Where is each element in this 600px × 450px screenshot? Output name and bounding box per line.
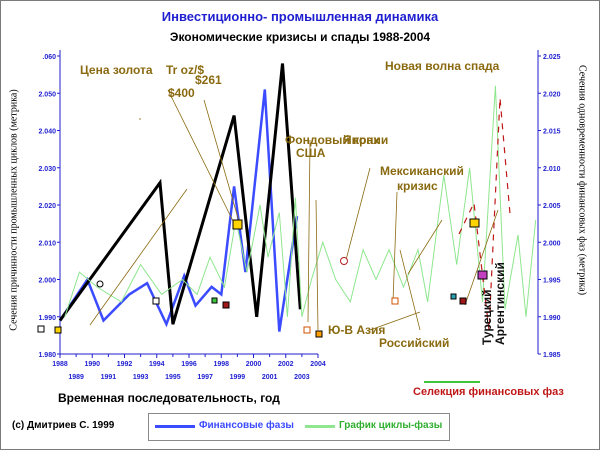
y-right-tick-label: 2.000 bbox=[543, 240, 561, 247]
marker-1989 bbox=[54, 326, 62, 334]
marker-1990 bbox=[96, 280, 104, 288]
marker-argentina bbox=[477, 270, 488, 280]
chart-subtitle: Экономические кризисы и спады 1988-2004 bbox=[169, 30, 431, 44]
series-line-cycles bbox=[64, 85, 537, 317]
series-line-industrial bbox=[58, 63, 302, 325]
annotation-text: Фондовый крах bbox=[285, 133, 380, 147]
annotation-leader bbox=[89, 188, 188, 326]
legend-label-financial: Финансовые фазы bbox=[199, 420, 294, 431]
annotation-text: Мексиканский bbox=[380, 164, 464, 178]
annotation-text: Новая волна спада bbox=[385, 59, 500, 73]
x-tick-label-bottom: 1995 bbox=[165, 374, 181, 381]
series-line-financial bbox=[58, 89, 299, 332]
y-left-tick-label: 2.030 bbox=[38, 166, 56, 173]
annotation-leader bbox=[399, 249, 421, 331]
y-right-tick-label: 1.990 bbox=[543, 315, 561, 322]
x-tick-label-top: 1992 bbox=[117, 361, 133, 368]
y-right-tick-label: 2.020 bbox=[543, 91, 561, 98]
annotation-text: США bbox=[296, 146, 326, 160]
y-left-tick-label: .060 bbox=[42, 54, 56, 61]
legend: Финансовые фазы График циклы-фазы bbox=[148, 413, 450, 441]
y-left-tick-label: 1.990 bbox=[38, 315, 56, 322]
annotation-text: Российский bbox=[379, 336, 449, 350]
annotation-text: Ю-В Азия bbox=[328, 323, 385, 337]
annotation-text: Tr oz/$ bbox=[166, 63, 204, 77]
marker-gold-400 bbox=[232, 219, 243, 230]
annotation-leader bbox=[345, 167, 371, 261]
x-tick-label-top: 1994 bbox=[149, 361, 165, 368]
x-tick-label-bottom: 1991 bbox=[101, 374, 117, 381]
x-tick-label-top: 1998 bbox=[213, 361, 229, 368]
x-tick-label-bottom: 1997 bbox=[197, 374, 213, 381]
y-left-tick-label: 2.040 bbox=[38, 129, 56, 136]
marker-1998 bbox=[211, 297, 218, 304]
selection-legend-swatch bbox=[424, 381, 480, 383]
annotation-text: $400 bbox=[168, 86, 195, 100]
y-right-tick-label: 2.015 bbox=[543, 129, 561, 136]
chart-title: Инвестиционно- промышленная динамика bbox=[161, 9, 439, 24]
y-left-tick-label: 2.010 bbox=[38, 240, 56, 247]
y-left-tick-label: 2.000 bbox=[38, 278, 56, 285]
annotation-leader bbox=[167, 89, 236, 226]
annotation-text: Цена золота bbox=[80, 63, 153, 77]
x-tick-label-bottom: 1999 bbox=[230, 374, 246, 381]
marker-russia-a bbox=[450, 293, 457, 300]
x-tick-label-top: 2002 bbox=[278, 361, 294, 368]
annotation-leader bbox=[307, 139, 311, 323]
y-right-tick-label: 1.995 bbox=[543, 278, 561, 285]
legend-swatch-financial bbox=[155, 425, 195, 428]
marker-turkey bbox=[469, 218, 480, 228]
annotation-text: Турецкий bbox=[480, 289, 494, 345]
x-tick-label-top: 2004 bbox=[310, 361, 326, 368]
selection-dashes bbox=[458, 97, 511, 331]
y-right-tick-label: 2.005 bbox=[543, 203, 561, 210]
annotation-leader bbox=[369, 311, 421, 331]
y-left-tick-label: 2.050 bbox=[38, 91, 56, 98]
x-tick-label-bottom: 2003 bbox=[294, 374, 310, 381]
annotation-text: Аргентинский bbox=[493, 262, 507, 345]
marker-japan bbox=[340, 257, 348, 265]
x-axis-label: Временная последовательность, год bbox=[58, 391, 280, 405]
x-tick-label-top: 2000 bbox=[246, 361, 262, 368]
selection-legend-label: Селекция финансовых фаз bbox=[413, 386, 564, 398]
annotation-text: Японии bbox=[343, 133, 388, 147]
marker-russia-b bbox=[459, 297, 467, 305]
marker-asia bbox=[315, 330, 323, 338]
x-tick-label-bottom: 1993 bbox=[133, 374, 149, 381]
x-tick-label-top: 1988 bbox=[52, 361, 68, 368]
y-right-tick-label: 2.025 bbox=[543, 54, 561, 61]
x-tick-label-top: 1990 bbox=[84, 361, 100, 368]
legend-swatch-cycles bbox=[305, 425, 335, 428]
annotation-leader bbox=[203, 99, 241, 226]
x-tick-label-top: 1996 bbox=[181, 361, 197, 368]
x-tick-label-bottom: 2001 bbox=[262, 374, 278, 381]
annotation-text: $261 bbox=[195, 73, 222, 87]
marker-mexico bbox=[391, 297, 399, 305]
x-tick-label-bottom: 1989 bbox=[68, 374, 84, 381]
annotation-leader bbox=[392, 191, 398, 303]
marker-1988 bbox=[37, 325, 45, 333]
annotation-leader bbox=[315, 199, 319, 331]
marker-stock-crash bbox=[303, 326, 311, 334]
marker-1994 bbox=[152, 297, 160, 305]
y-right-tick-label: 1.985 bbox=[543, 352, 561, 359]
author-credit: (c) Дмитриев С. 1999 bbox=[12, 420, 115, 431]
annotation-leader bbox=[407, 219, 443, 275]
legend-label-cycles: График циклы-фазы bbox=[339, 420, 443, 431]
y-right-tick-label: 2.010 bbox=[543, 166, 561, 173]
annotation-leader bbox=[464, 209, 499, 306]
y-left-tick-label: 2.020 bbox=[38, 203, 56, 210]
y-left-tick-label: 1.980 bbox=[38, 352, 56, 359]
marker-1998b bbox=[222, 301, 230, 309]
annotation-text: кризис bbox=[397, 179, 438, 193]
